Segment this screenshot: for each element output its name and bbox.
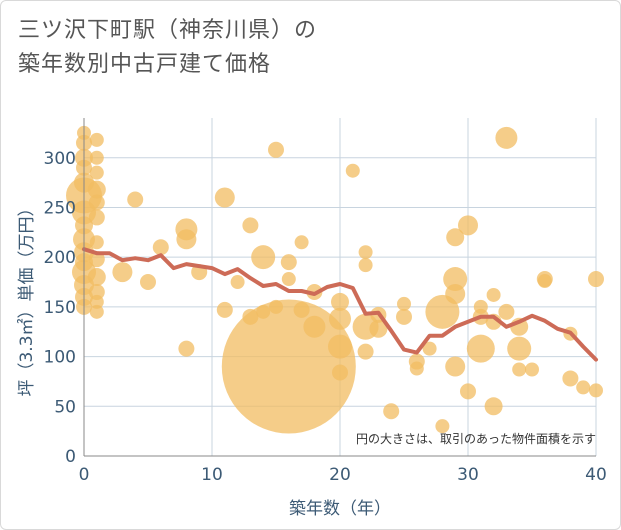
bubble-40 bbox=[251, 245, 275, 269]
bubble-15 bbox=[90, 133, 104, 147]
bubble-92 bbox=[576, 380, 590, 394]
bubble-83 bbox=[498, 304, 514, 320]
bubble-54 bbox=[332, 364, 348, 380]
bubble-49 bbox=[303, 316, 325, 338]
bubble-66 bbox=[410, 362, 424, 376]
bubble-36 bbox=[217, 302, 233, 318]
bubble-19 bbox=[89, 195, 105, 211]
x-tick-label-30: 30 bbox=[457, 465, 479, 485]
bubble-52 bbox=[329, 308, 351, 330]
y-axis-label: 坪（3.3㎡）単価（万円） bbox=[17, 199, 37, 396]
bubble-79 bbox=[487, 288, 501, 302]
bubble-62 bbox=[383, 403, 399, 419]
bubble-57 bbox=[359, 258, 373, 272]
bubble-86 bbox=[512, 363, 526, 377]
bubble-75 bbox=[460, 383, 476, 399]
bubble-38 bbox=[242, 217, 258, 233]
bubble-21 bbox=[90, 235, 104, 249]
bubble-48 bbox=[294, 302, 310, 318]
bubble-94 bbox=[589, 383, 603, 397]
bubble-33 bbox=[178, 341, 194, 357]
bubble-30 bbox=[153, 239, 169, 255]
bubble-78 bbox=[467, 335, 495, 363]
bubble-55 bbox=[346, 164, 360, 178]
bubble-87 bbox=[525, 363, 539, 377]
bubble-16 bbox=[90, 151, 104, 165]
x-tick-label-10: 10 bbox=[201, 465, 223, 485]
bubble-64 bbox=[396, 309, 412, 325]
bubble-35 bbox=[215, 188, 235, 208]
x-axis-label: 築年数（年） bbox=[289, 499, 391, 519]
x-tick-label-40: 40 bbox=[585, 465, 607, 485]
scatter-chart: 0 10 20 30 40 0 50 100 150 200 250 300 築年数（年） 坪（3.3… bbox=[0, 0, 621, 530]
bubble-28 bbox=[127, 192, 143, 208]
bubble-59 bbox=[358, 344, 374, 360]
bubble-73 bbox=[445, 357, 465, 377]
bubble-37 bbox=[231, 275, 245, 289]
bubble-26 bbox=[90, 305, 104, 319]
bubble-size-note: 円の大きさは、取引のあった物件面積を示す bbox=[356, 431, 596, 446]
bubble-27 bbox=[112, 262, 132, 282]
bubble-85 bbox=[507, 337, 531, 361]
bubble-93 bbox=[588, 271, 604, 287]
bubble-91 bbox=[562, 370, 578, 386]
bubble-53 bbox=[328, 335, 352, 359]
bubble-45 bbox=[282, 272, 296, 286]
bubble-81 bbox=[485, 397, 503, 415]
bubble-89 bbox=[538, 274, 552, 288]
y-tick-label-300: 300 bbox=[44, 149, 76, 169]
bubble-42 bbox=[268, 142, 284, 158]
y-tick-label-150: 150 bbox=[44, 298, 76, 318]
y-tick-label-50: 50 bbox=[54, 397, 76, 417]
x-tick-label-0: 0 bbox=[79, 465, 90, 485]
axes: 0 10 20 30 40 0 50 100 150 200 250 300 bbox=[44, 118, 607, 485]
bubble-56 bbox=[359, 245, 373, 259]
y-tick-label-100: 100 bbox=[44, 348, 76, 368]
y-tick-label-250: 250 bbox=[44, 198, 76, 218]
bubble-20 bbox=[89, 209, 105, 225]
x-tick-label-20: 20 bbox=[329, 465, 351, 485]
bubble-74 bbox=[458, 215, 478, 235]
bubble-29 bbox=[140, 274, 156, 290]
bubble-44 bbox=[281, 254, 297, 270]
bubble-23 bbox=[88, 268, 106, 286]
bubble-32 bbox=[176, 229, 196, 249]
bubble-82 bbox=[495, 127, 517, 149]
bubble-72 bbox=[445, 284, 465, 304]
bubble-63 bbox=[397, 297, 411, 311]
bubble-47 bbox=[295, 235, 309, 249]
bubble-17 bbox=[90, 166, 104, 180]
y-tick-label-200: 200 bbox=[44, 248, 76, 268]
y-tick-label-0: 0 bbox=[65, 447, 76, 467]
bubble-series bbox=[66, 126, 604, 434]
